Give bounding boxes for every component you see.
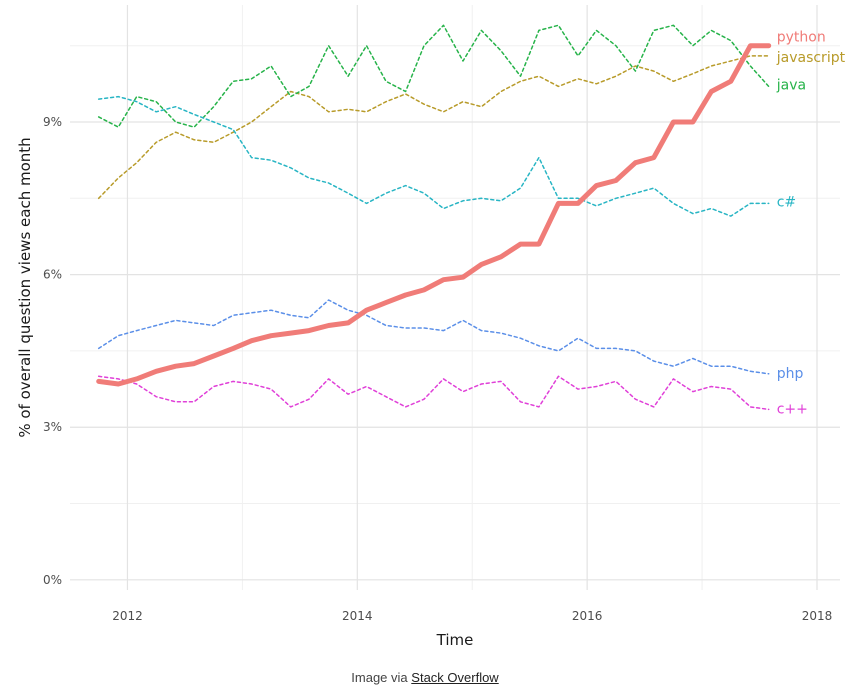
x-tick-label: 2018 — [802, 609, 833, 623]
x-axis-title: Time — [436, 631, 474, 649]
x-tick-label: 2016 — [572, 609, 603, 623]
y-tick-label: 3% — [43, 420, 62, 434]
major-gridlines-x — [126, 5, 818, 590]
y-tick-label: 0% — [43, 573, 62, 587]
series-label-php: php — [777, 366, 804, 382]
series-line-java — [97, 24, 770, 128]
stack-overflow-link[interactable]: Stack Overflow — [411, 670, 499, 685]
series-line-php — [97, 299, 770, 375]
x-tick-label: 2014 — [342, 609, 373, 623]
series-line-cplusplus — [97, 375, 770, 411]
caption-prefix: Image via — [351, 670, 408, 685]
series-label-cplusplus: c++ — [777, 401, 808, 417]
image-caption: Image via Stack Overflow — [0, 670, 850, 685]
y-axis-tick-labels: 0% 3% 6% 9% — [43, 115, 62, 587]
minor-gridlines — [70, 5, 840, 590]
x-axis-tick-labels: 2012 2014 2016 2018 — [112, 609, 832, 623]
series-label-python: python — [777, 30, 826, 46]
x-tick-label: 2012 — [112, 609, 143, 623]
series-labels: python javascript java c# php c++ — [776, 30, 846, 418]
series-label-csharp: c# — [777, 194, 796, 210]
y-tick-label: 9% — [43, 115, 62, 129]
series-label-java: java — [776, 77, 806, 93]
series-line-javascript — [97, 55, 770, 200]
y-tick-label: 6% — [43, 268, 62, 282]
y-axis-title: % of overall question views each month — [16, 137, 34, 437]
series-lines — [96, 24, 772, 411]
series-line-csharp — [97, 95, 770, 217]
series-label-javascript: javascript — [776, 50, 846, 66]
series-line-python — [96, 43, 772, 387]
